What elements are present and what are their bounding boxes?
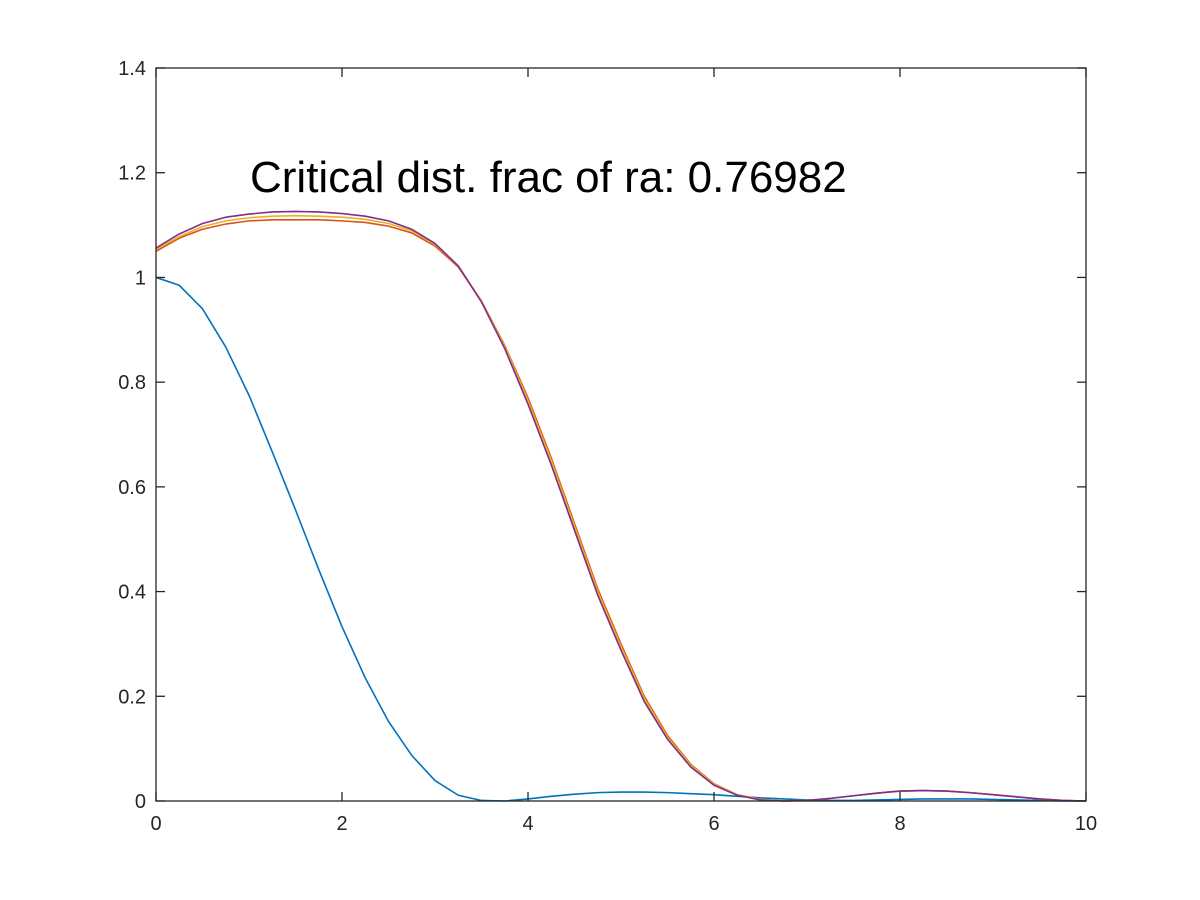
y-tick-label: 0 — [135, 791, 146, 813]
axes-box — [155, 67, 1087, 802]
y-tick-label: 0.6 — [118, 477, 146, 499]
y-tick-label: 1.4 — [118, 58, 146, 80]
x-tick-label: 10 — [1075, 813, 1097, 835]
x-tick-label: 4 — [522, 813, 533, 835]
y-tick-label: 0.4 — [118, 582, 146, 604]
series-line-4 — [155, 210, 1087, 802]
y-tick-label: 0.2 — [118, 686, 146, 708]
x-tick-label: 2 — [336, 813, 347, 835]
axes-layer — [155, 67, 1087, 802]
x-tick-label: 6 — [708, 813, 719, 835]
y-tick-label: 0.8 — [118, 372, 146, 394]
x-tick-label: 0 — [150, 813, 161, 835]
chart-annotation: Critical dist. frac of ra: 0.76982 — [250, 153, 847, 202]
plot-area — [156, 68, 1086, 801]
ticks-layer: 0 2 4 6 8 10 0 0.2 0.4 0.6 0.8 1 1.2 1.4 — [118, 58, 1097, 835]
y-tick-label: 1.2 — [118, 163, 146, 185]
series-layer — [155, 210, 1087, 802]
x-tick-label: 8 — [894, 813, 905, 835]
y-tick-label: 1 — [135, 267, 146, 289]
series-line-1 — [155, 276, 1086, 802]
